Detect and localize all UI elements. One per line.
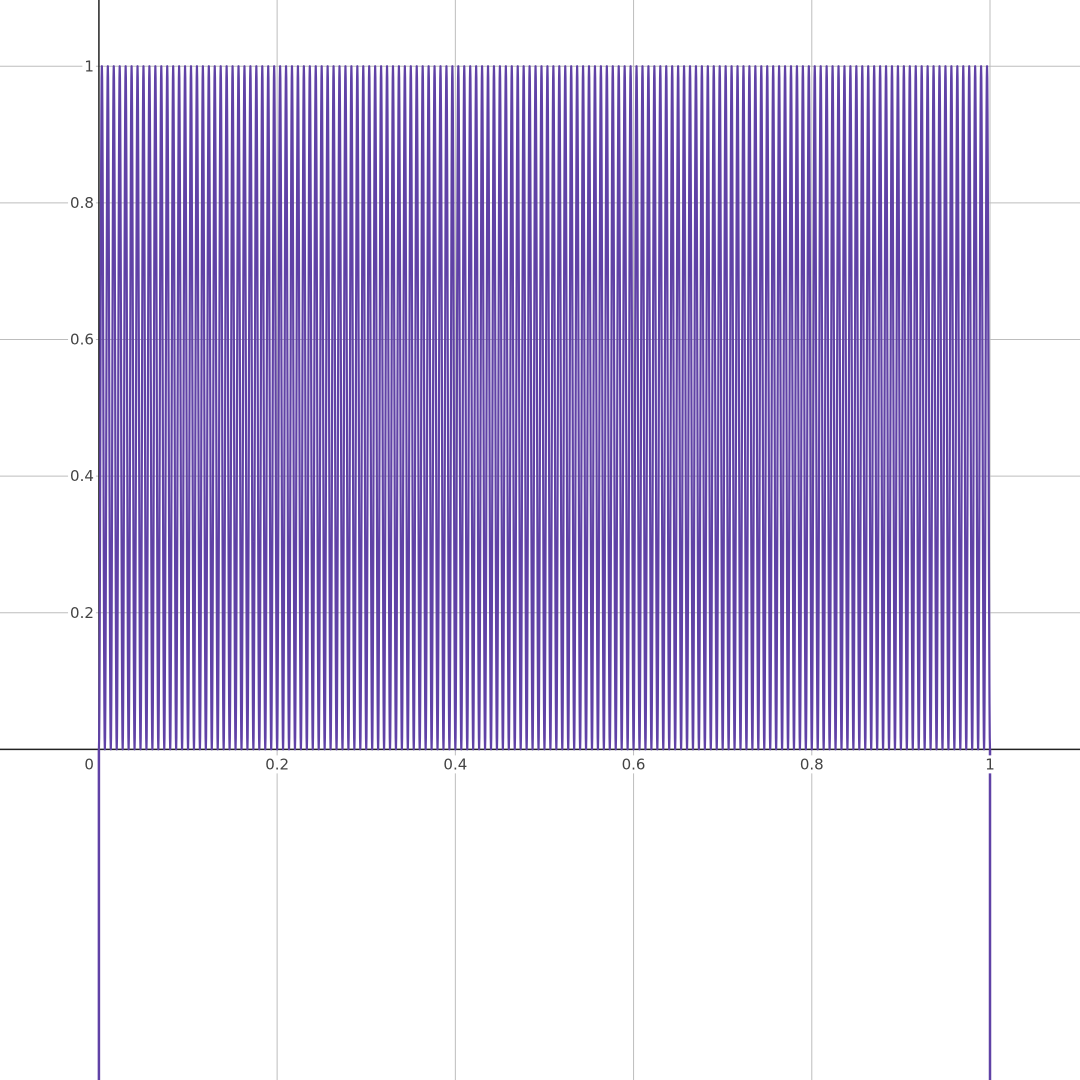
x-tick-label: 0.2 bbox=[265, 755, 289, 773]
x-tick-label: 0.6 bbox=[622, 755, 646, 773]
x-tick-label: 1 bbox=[985, 755, 995, 773]
y-tick-label-bg bbox=[68, 193, 96, 212]
x-tick-label-bg bbox=[441, 755, 470, 774]
y-tick-label-bg bbox=[68, 467, 96, 486]
y-tick-label: 0.6 bbox=[70, 331, 94, 349]
y-tick-label: 1 bbox=[84, 57, 94, 75]
y-tick-label: 0.8 bbox=[70, 194, 94, 212]
y-tick-label-bg bbox=[68, 603, 96, 622]
x-tick-label-bg bbox=[263, 755, 292, 774]
x-tick-label-bg bbox=[797, 755, 826, 774]
x-tick-label-bg bbox=[983, 755, 997, 774]
y-tick-label: 0.4 bbox=[70, 467, 94, 485]
origin-label-bg bbox=[82, 755, 96, 774]
y-tick-label: 0.2 bbox=[70, 604, 94, 622]
tick-labels: 0.2 0.4 0.6 0.8 1 0.2 0.4 0.6 0.8 1 0 bbox=[68, 57, 997, 774]
origin-label: 0 bbox=[84, 755, 94, 773]
y-tick-label-bg bbox=[82, 57, 96, 76]
series-curves bbox=[97, 65, 992, 1080]
x-tick-label-bg bbox=[619, 755, 648, 774]
y-tick-label-bg bbox=[68, 330, 96, 349]
series-line-1 bbox=[97, 65, 992, 751]
x-tick-label: 0.8 bbox=[800, 755, 824, 773]
x-tick-label: 0.4 bbox=[443, 755, 467, 773]
